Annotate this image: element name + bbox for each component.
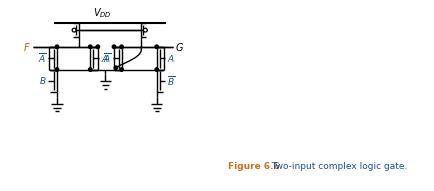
Text: $\overline{A}$: $\overline{A}$	[102, 51, 111, 65]
Text: $B$: $B$	[39, 75, 46, 87]
Text: $A$: $A$	[101, 53, 108, 64]
Text: $A$: $A$	[167, 53, 175, 64]
Circle shape	[144, 28, 147, 32]
Text: $V_{DD}$: $V_{DD}$	[93, 6, 112, 20]
Circle shape	[155, 45, 158, 49]
Text: $\overline{B}$: $\overline{B}$	[167, 74, 175, 88]
Text: Figure 6.6: Figure 6.6	[228, 162, 280, 171]
Text: $\overline{A}$: $\overline{A}$	[38, 51, 46, 65]
Circle shape	[120, 45, 123, 49]
Circle shape	[114, 66, 118, 69]
Text: $F$: $F$	[23, 41, 30, 53]
Text: $G$: $G$	[175, 41, 184, 53]
Circle shape	[72, 28, 76, 32]
Circle shape	[89, 45, 92, 49]
Text: Two-input complex logic gate.: Two-input complex logic gate.	[266, 162, 408, 171]
Circle shape	[96, 45, 99, 49]
Circle shape	[155, 68, 158, 71]
Circle shape	[55, 68, 59, 71]
Circle shape	[120, 68, 123, 71]
Circle shape	[55, 45, 59, 49]
Circle shape	[112, 45, 116, 49]
Circle shape	[89, 68, 92, 71]
